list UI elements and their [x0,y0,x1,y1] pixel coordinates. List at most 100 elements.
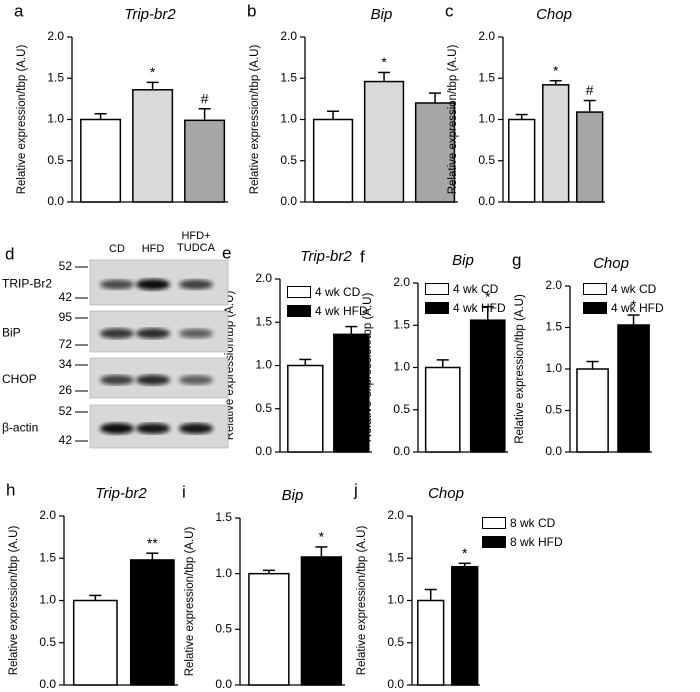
bar [469,319,506,453]
blot-band [136,279,170,290]
legend: 4 wk CD 4 wk HFD [425,282,515,320]
blot-band [100,423,134,434]
y-tick-label: 1.5 [387,550,404,564]
legend-entry: 4 wk CD [425,282,515,297]
legend-entry: 4 wk CD [287,285,377,300]
y-tick-label: 1.0 [215,566,232,580]
legend: 4 wk CD 4 wk HFD [583,282,673,320]
y-tick-label: 1.5 [393,317,410,331]
marker-label: 52 [59,259,73,273]
y-tick-label: 2.0 [39,508,56,522]
marker-label: 42 [59,290,73,304]
legend-swatch [482,517,506,529]
legend-swatch [583,283,607,295]
annotation: * [485,288,491,304]
blot-band [136,423,170,434]
chart-title: Trip-br2 [124,6,176,23]
panel-label: f [360,247,365,266]
legend-label: 4 wk CD [611,282,657,296]
y-tick-label: 0.5 [393,402,410,416]
legend-label: 8 wk HFD [510,535,563,549]
y-axis-label: Relative expression/tbp (A.U) [356,526,368,676]
bar [129,559,175,686]
y-tick-label: 1.5 [215,510,232,524]
chart-title: Bip [452,252,474,269]
bar [184,119,226,203]
y-tick-label: 2.0 [387,508,404,522]
annotation: * [462,545,468,561]
bar [312,118,354,203]
blot-band [136,374,170,386]
row-label: β-actin [2,421,38,435]
bar [72,599,118,686]
legend-swatch [287,305,311,317]
blot-band [100,279,134,290]
panel-label: b [247,1,256,20]
y-tick-label: 0.0 [255,444,272,458]
chart-title: Chop [593,255,629,272]
bar [451,565,479,686]
blot-band [100,328,134,339]
annotation: ** [147,535,158,551]
y-tick-label: 1.0 [255,358,272,372]
annotation: * [631,297,637,313]
annotation: # [201,90,209,106]
y-tick-label: 0.0 [215,677,232,691]
y-tick-label: 1.0 [393,360,410,374]
bar [132,89,174,203]
y-tick-label: 0.0 [478,194,495,208]
row-label: TRIP-Br2 [2,277,52,291]
legend-entry: 8 wk HFD [482,535,582,550]
y-axis-label: Relative expression/tbp (A.U) [8,526,20,676]
row-label: CHOP [2,372,37,386]
bar [576,111,604,203]
y-axis-label: Relative expression/tbp (A.U) [16,45,28,195]
bar [248,572,290,686]
y-tick-label: 0.5 [478,153,495,167]
y-tick-label: 0.0 [545,444,562,458]
annotation: * [381,54,387,70]
y-tick-label: 0.0 [280,194,297,208]
blot-band [179,423,213,434]
y-tick-label: 1.0 [39,593,56,607]
legend-label: 4 wk HFD [315,304,368,318]
y-tick-label: 0.0 [39,677,56,691]
marker-label: 42 [59,433,73,447]
y-tick-label: 0.0 [387,677,404,691]
annotation: # [586,82,594,98]
marker-label: 52 [59,404,73,418]
marker-label: 95 [59,310,73,324]
y-tick-label: 1.0 [478,112,495,126]
bar [80,118,122,203]
chart-title: Trip-br2 [95,485,147,502]
y-tick-label: 0.5 [545,403,562,417]
panel-label: a [14,1,24,20]
annotation: * [319,529,325,545]
legend-swatch [287,286,311,298]
y-tick-label: 1.0 [387,593,404,607]
marker-label: 26 [59,383,73,397]
legend-entry: 4 wk CD [583,282,673,297]
panel-label: g [512,250,521,269]
y-tick-label: 2.0 [478,29,495,43]
y-tick-label: 1.5 [39,550,56,564]
annotation: * [150,64,156,80]
legend: 8 wk CD 8 wk HFD [482,516,582,554]
marker-label: 72 [59,337,73,351]
bar [300,556,343,686]
y-tick-label: 2.0 [255,271,272,285]
blot-band [179,279,213,290]
panel-label: e [222,243,231,262]
chart-title: Trip-br2 [300,248,352,265]
y-tick-label: 1.5 [280,70,297,84]
panel-label: c [445,1,454,20]
legend-entry: 4 wk HFD [425,301,515,316]
blot-band [136,328,170,339]
panel-label: h [6,480,15,499]
legend-label: 4 wk CD [453,282,499,296]
bar [617,324,650,453]
chart-title: Bip [371,6,393,23]
column-label: CD [109,243,125,255]
